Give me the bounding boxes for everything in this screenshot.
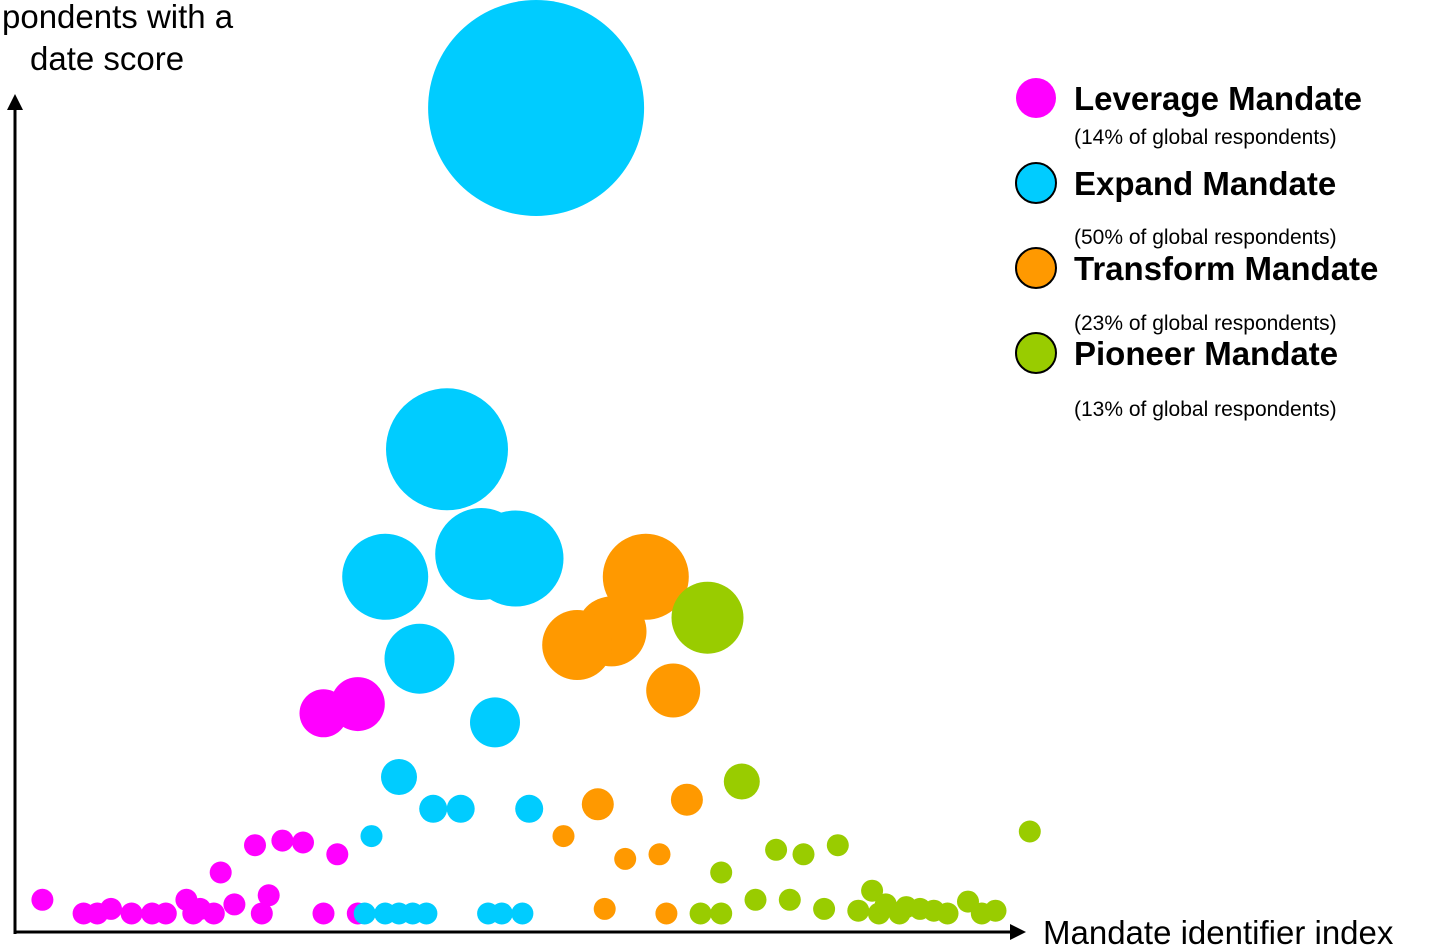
bubble-0-19 — [326, 843, 349, 866]
bubble-1-16 — [415, 902, 438, 925]
bubble-3-22 — [984, 899, 1007, 922]
legend-item-expand-mandate: Expand Mandate (50% of global respondents… — [1015, 162, 1337, 249]
bubble-0-13 — [244, 834, 266, 857]
bubble-0-14 — [257, 884, 280, 907]
legend-label: Pioneer Mandate — [1074, 335, 1338, 372]
bubble-2-10 — [655, 902, 678, 925]
bubble-3-3 — [689, 902, 712, 925]
series-transform-mandate — [542, 533, 703, 925]
bubble-1-5 — [384, 623, 455, 694]
series-expand-mandate — [342, 0, 645, 925]
y-axis-title-line-2: date score — [30, 40, 184, 77]
legend-marker — [1015, 247, 1057, 289]
bubble-0-16 — [271, 829, 294, 852]
bubble-3-0 — [671, 581, 744, 654]
bubble-1-11 — [360, 825, 383, 848]
bubble-3-6 — [765, 838, 788, 861]
bubble-0-10 — [202, 902, 225, 925]
x-axis-title: Mandate identifier index — [1043, 914, 1394, 950]
bubble-2-7 — [614, 847, 637, 870]
legend-note: (13% of global respondents) — [1074, 398, 1337, 421]
bubble-3-11 — [847, 899, 870, 922]
bubble-2-0 — [602, 533, 689, 620]
bubble-0-15 — [250, 902, 273, 925]
bubble-1-10 — [515, 794, 544, 823]
bubble-0-12 — [223, 893, 246, 916]
x-axis-arrowhead — [1010, 924, 1026, 940]
legend-marker — [1015, 162, 1057, 204]
axes: Mandate identifier index — [7, 94, 1394, 950]
bubble-0-4 — [120, 902, 143, 925]
series-leverage-mandate — [31, 677, 385, 925]
bubble-3-23 — [1018, 820, 1041, 843]
legend-note: (50% of global respondents) — [1074, 226, 1337, 249]
bubble-1-18 — [490, 902, 513, 925]
legend-item-transform-mandate: Transform Mandate (23% of global responde… — [1015, 247, 1378, 335]
bubble-0-17 — [292, 831, 314, 854]
bubble-3-4 — [710, 902, 733, 925]
bubble-1-6 — [470, 697, 520, 748]
legend-note: (23% of global respondents) — [1074, 312, 1337, 335]
bubble-3-12 — [861, 879, 884, 902]
bubble-3-2 — [710, 861, 733, 884]
legend-label: Expand Mandate — [1074, 165, 1336, 202]
legend-marker — [1016, 78, 1056, 118]
legend-item-pioneer-mandate: Pioneer Mandate (13% of global respondent… — [1015, 332, 1338, 421]
legend-note: (14% of global respondents) — [1074, 126, 1337, 149]
bubble-0-6 — [154, 902, 177, 925]
bubble-1-19 — [511, 902, 534, 925]
bubble-3-19 — [936, 902, 959, 925]
bubble-1-1 — [386, 388, 508, 511]
bubble-2-5 — [670, 783, 703, 816]
legend-item-leverage-mandate: Leverage Mandate (14% of global responden… — [1016, 78, 1362, 149]
y-axis-title-line-1: pondents with a — [2, 0, 234, 35]
bubble-1-12 — [353, 902, 376, 925]
bubble-3-1 — [723, 763, 760, 800]
bubble-3-9 — [813, 897, 836, 920]
bubble-1-4 — [467, 510, 564, 607]
bubble-2-9 — [593, 897, 616, 920]
y-axis-arrowhead — [7, 94, 23, 110]
bubble-2-2 — [542, 610, 613, 680]
bubble-0-11 — [209, 861, 232, 884]
bubble-0-18 — [312, 902, 335, 925]
bubble-1-7 — [381, 759, 417, 795]
bubble-0-3 — [100, 897, 122, 920]
legend-label: Transform Mandate — [1074, 250, 1378, 287]
bubble-1-2 — [342, 533, 429, 620]
legend-marker — [1015, 332, 1057, 374]
bubble-1-0 — [428, 0, 645, 216]
bubble-2-4 — [581, 788, 614, 821]
bubble-3-10 — [826, 834, 849, 857]
bubble-3-7 — [778, 888, 801, 911]
y-axis-title: pondents with a date score — [2, 0, 234, 77]
bubble-3-8 — [792, 843, 815, 866]
legend: Leverage Mandate (14% of global responden… — [1015, 78, 1378, 421]
series-pioneer-mandate — [671, 581, 1041, 925]
bubble-1-8 — [419, 794, 448, 823]
bubble-3-5 — [744, 888, 767, 911]
plot-area — [31, 0, 1041, 925]
bubble-2-6 — [552, 825, 575, 848]
legend-label: Leverage Mandate — [1074, 80, 1362, 117]
bubble-2-8 — [648, 843, 671, 866]
bubble-0-22 — [330, 677, 385, 732]
bubble-0-0 — [31, 888, 54, 911]
bubble-1-9 — [446, 794, 475, 823]
bubble-2-3 — [646, 663, 701, 718]
